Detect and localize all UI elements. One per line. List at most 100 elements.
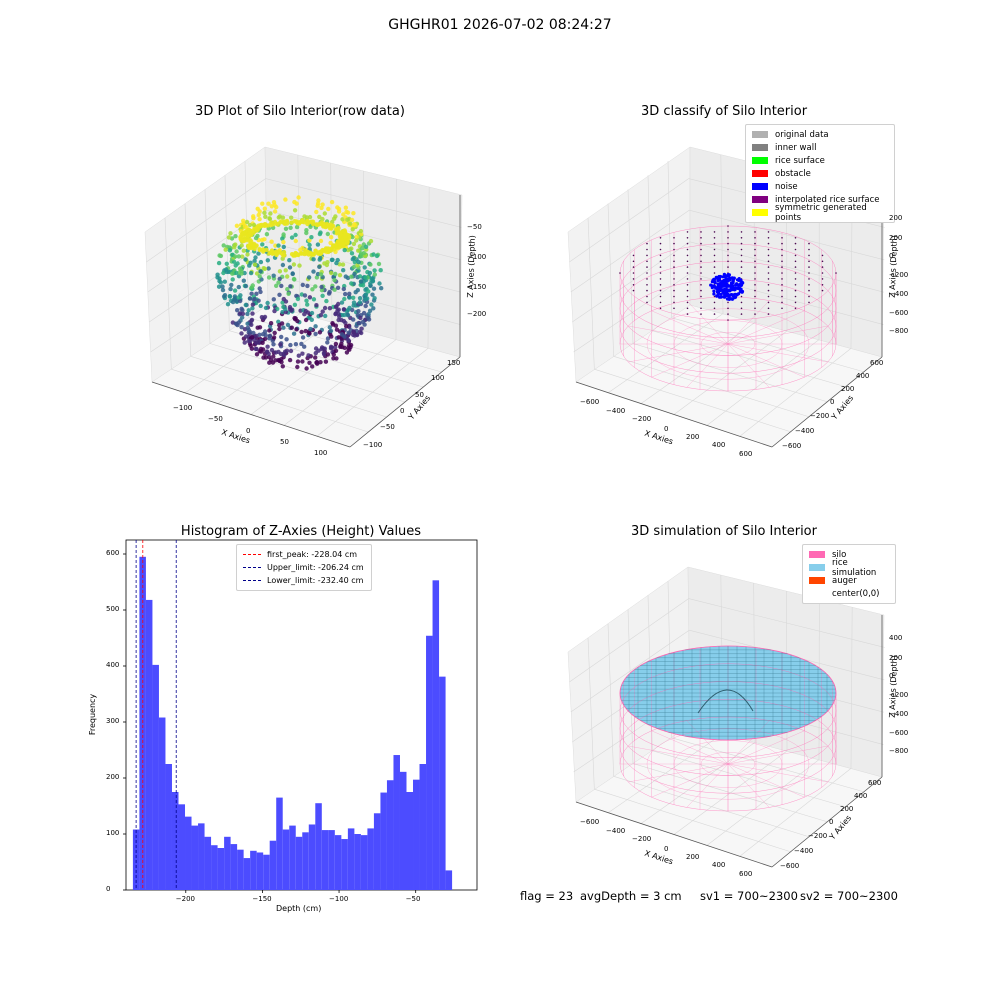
histogram-bar <box>152 664 159 890</box>
histogram-bar <box>204 836 212 890</box>
classify-ytick: 600 <box>870 359 884 367</box>
classify-ztick: 200 <box>889 214 903 222</box>
histogram-bar <box>211 845 218 890</box>
histogram-bar <box>439 676 446 890</box>
simulation-legend-label: center(0,0) <box>832 588 880 599</box>
histogram-bar <box>171 792 179 890</box>
classify-xtick: 600 <box>739 450 753 458</box>
simulation-ztick: 400 <box>889 634 903 642</box>
classify-legend-swatch <box>752 144 768 151</box>
classify-ytick: 200 <box>841 385 855 393</box>
raw-ytick: 100 <box>431 374 445 382</box>
histogram-bar <box>191 825 199 890</box>
histogram-bar <box>178 804 186 890</box>
simulation-legend-swatch <box>809 577 825 584</box>
histogram-bar <box>217 848 225 890</box>
classify-ztick: −400 <box>889 290 909 298</box>
flag-readout: flag = 23 <box>520 889 574 903</box>
raw-ztick: −150 <box>467 283 487 291</box>
simulation-ytick: 200 <box>840 805 854 813</box>
histogram-bar <box>295 836 303 890</box>
classify-xtick: −200 <box>632 415 652 423</box>
classify-ytick: −400 <box>795 427 815 435</box>
histogram-xtick-label: −100 <box>329 895 349 903</box>
histogram-ytick-label: 500 <box>106 605 120 613</box>
classify-legend-entry: original data <box>752 128 888 141</box>
histogram-bar <box>334 835 342 890</box>
histogram-bar <box>367 828 374 890</box>
simulation-ztick: −400 <box>889 710 909 718</box>
simulation-xtick: 400 <box>712 861 726 869</box>
simulation-ztick: −800 <box>889 747 909 755</box>
simulation-legend-entry: silo <box>809 548 889 561</box>
histogram-xtick-label: −200 <box>175 895 195 903</box>
classify-legend-swatch <box>752 209 768 216</box>
figure-title: GHGHR01 2026-07-02 08:24:27 <box>388 17 612 33</box>
histogram-bar <box>263 854 270 890</box>
classify-xtick: 200 <box>686 433 700 441</box>
raw-ytick: 0 <box>400 407 405 415</box>
simulation-xtick: 200 <box>686 853 700 861</box>
histogram-legend-label: Lower_limit: -232.40 cm <box>267 576 364 585</box>
simulation-ytick: −600 <box>780 862 800 870</box>
histogram-bar <box>308 824 316 890</box>
simulation-ytick: 0 <box>829 818 834 826</box>
histogram-legend: first_peak: -228.04 cm Upper_limit: -206.… <box>236 544 372 591</box>
histogram-bar <box>165 764 172 890</box>
classify-ztick: 200 <box>889 234 903 242</box>
simulation-ytick: 400 <box>854 792 868 800</box>
classify-xtick: −400 <box>606 407 626 415</box>
classify-legend-swatch <box>752 131 768 138</box>
classify-legend-entry: symmetric generated points <box>752 203 888 223</box>
classify-legend-entry: interpolated rice surface <box>752 193 888 206</box>
raw-ztick: −200 <box>467 310 487 318</box>
raw-ztick: −50 <box>467 223 482 231</box>
histogram-bar <box>354 834 361 890</box>
raw-ytick: −50 <box>380 423 395 431</box>
classify-legend-entry: obstacle <box>752 167 888 180</box>
simulation-xtick: −600 <box>580 818 600 826</box>
classify-ztick: −800 <box>889 327 909 335</box>
classify-ztick: −600 <box>889 309 909 317</box>
histogram-bar <box>360 835 368 890</box>
histogram-bar <box>315 803 322 890</box>
histogram-bar <box>276 797 283 890</box>
histogram-bar <box>399 771 407 890</box>
histogram-bar <box>406 792 413 890</box>
histogram-bar <box>321 830 329 890</box>
classify-xtick: 400 <box>712 441 726 449</box>
histogram-bar <box>282 829 290 890</box>
classify-xtick: 0 <box>664 425 669 433</box>
avg-depth-readout: avgDepth = 3 cm <box>580 889 682 903</box>
histogram-bar <box>250 850 257 890</box>
classify-legend-entry: rice surface <box>752 154 888 167</box>
simulation-plot-title: 3D simulation of Silo Interior <box>631 524 817 539</box>
simulation-ztick: −600 <box>889 729 909 737</box>
histogram-legend-label: first_peak: -228.04 cm <box>267 550 358 559</box>
simulation-ytick: −400 <box>794 847 814 855</box>
classify-legend-swatch <box>752 170 768 177</box>
histogram-title: Histogram of Z-Axies (Height) Values <box>180 524 422 539</box>
histogram-bar <box>347 828 355 890</box>
histogram-bar <box>302 832 309 890</box>
histogram-legend-line <box>243 554 261 555</box>
classify-ztick: −200 <box>889 271 909 279</box>
simulation-ytick: −200 <box>808 832 828 840</box>
histogram-xtick-label: −150 <box>252 895 272 903</box>
classify-plot-title: 3D classify of Silo Interior <box>640 104 808 119</box>
classify-legend-label: noise <box>775 181 798 192</box>
histogram-bar <box>419 764 427 890</box>
histogram-bar <box>386 780 394 890</box>
histogram-bar <box>426 635 433 890</box>
raw-xtick: −100 <box>173 404 193 412</box>
simulation-legend-entry: auger <box>809 574 889 587</box>
histogram-legend-entry: Lower_limit: -232.40 cm <box>243 574 365 587</box>
histogram-legend-line <box>243 567 261 568</box>
raw-ytick: −100 <box>363 441 383 449</box>
simulation-xtick: 600 <box>739 870 753 878</box>
simulation-legend-label: auger <box>832 575 857 586</box>
simulation-legend-label: rice simulation <box>832 557 877 578</box>
histogram-legend-entry: first_peak: -228.04 cm <box>243 548 365 561</box>
histogram-ytick-label: 100 <box>106 829 120 837</box>
histogram-bar <box>328 830 335 890</box>
